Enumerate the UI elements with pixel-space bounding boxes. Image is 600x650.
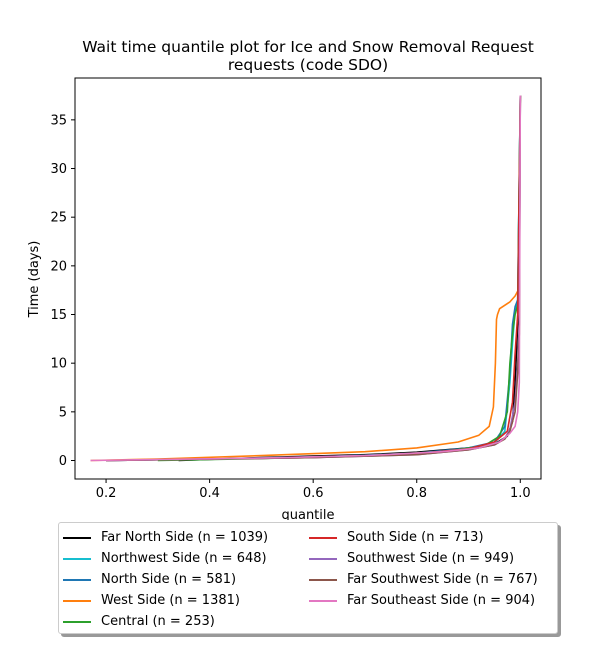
series-line-5 [106, 95, 522, 462]
legend-label: Northwest Side (n = 648) [101, 551, 267, 566]
legend-swatch [63, 600, 91, 602]
y-tick-label: 30 [50, 162, 67, 177]
series-line-7 [106, 95, 522, 462]
y-tick-label: 20 [50, 259, 67, 274]
y-tick-label: 10 [50, 357, 67, 372]
y-axis-label: Time (days) [27, 241, 42, 319]
legend-label: Far North Side (n = 1039) [101, 530, 269, 545]
x-tick-label: 0.6 [303, 486, 324, 501]
x-tick-label: 1.0 [510, 486, 531, 501]
y-tick-label: 0 [59, 454, 67, 469]
legend-swatch [63, 579, 91, 581]
x-axis-label: quantile [281, 508, 334, 520]
series-line-8 [90, 95, 522, 462]
y-tick-label: 35 [50, 113, 67, 128]
legend-swatch [309, 558, 337, 560]
series-line-6 [106, 95, 522, 462]
legend-swatch [309, 537, 337, 539]
legend-label: South Side (n = 713) [347, 530, 484, 545]
legend-label: Southwest Side (n = 949) [347, 551, 515, 566]
legend-swatch [63, 558, 91, 560]
legend-label: Central (n = 253) [101, 614, 215, 629]
x-tick-label: 0.8 [406, 486, 427, 501]
legend-label: North Side (n = 581) [101, 572, 237, 587]
series-line-2 [106, 95, 522, 462]
series-line-3 [90, 95, 522, 462]
legend-swatch [309, 579, 337, 581]
chart-title-line-1: Wait time quantile plot for Ice and Snow… [82, 38, 534, 56]
chart-title-line-2: requests (code SDO) [227, 56, 389, 74]
series-line-4 [157, 95, 522, 462]
axes-frame [74, 77, 542, 480]
x-tick-label: 0.2 [96, 486, 117, 501]
x-tick-label: 0.4 [199, 486, 220, 501]
legend-swatch [63, 537, 91, 539]
legend-swatch [63, 621, 91, 623]
series-line-0 [178, 95, 522, 462]
legend: Far North Side (n = 1039) Northwest Side … [58, 522, 558, 634]
legend-label: Far Southwest Side (n = 767) [347, 572, 538, 587]
legend-label: Far Southeast Side (n = 904) [347, 593, 536, 608]
y-tick-label: 5 [59, 405, 67, 420]
legend-label: West Side (n = 1381) [101, 593, 240, 608]
legend-swatch [309, 600, 337, 602]
series-line-1 [106, 95, 522, 462]
y-tick-label: 15 [50, 308, 67, 323]
y-tick-label: 25 [50, 211, 67, 226]
